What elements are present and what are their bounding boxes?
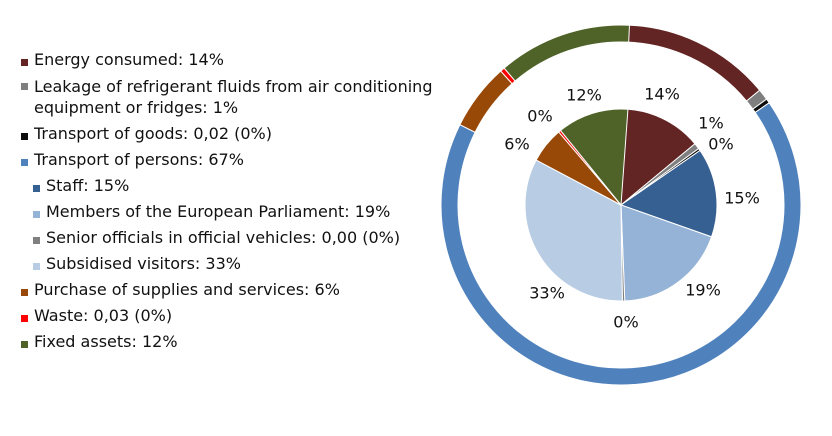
slice-labels: 14% 1% 0% 15% 19% 0% 33% 6% 0% 12% [504,85,759,332]
legend-label: Subsidised visitors: 33% [46,254,241,273]
legend-swatch [21,59,28,66]
value-label-members-of-the-european-parliament: 19% [685,281,721,300]
inner-slice-members-of-the-european-parliament [620,204,713,302]
legend-swatch [33,211,40,218]
value-label-waste: 0% [527,107,552,126]
outer-ring [440,24,802,386]
outer-slice-purchase-of-supplies-and-services [459,70,513,133]
inner-slice-subsidised-visitors [524,159,623,302]
value-label-subsidised-visitors: 33% [529,284,565,303]
value-label-energy-consumed: 14% [644,85,680,104]
value-label-senior-officials-in-official-vehicles: 0% [613,313,638,332]
legend-label: Fixed assets: 12% [34,332,178,351]
legend-item-purchase: Purchase of supplies and services: 6% [20,277,450,303]
legend-item-staff: Staff: 15% [32,173,450,199]
value-label-staff: 15% [724,189,760,208]
legend-item-refrigerant: Leakage of refrigerant fluids from air c… [20,73,450,121]
legend-label: Transport of goods: 0,02 (0%) [34,124,272,143]
legend-label: Members of the European Parliament: 19% [46,202,391,221]
legend-swatch [33,263,40,270]
legend-label: Waste: 0,03 (0%) [34,306,173,325]
legend-item-fixed-assets: Fixed assets: 12% [20,329,450,355]
value-label-purchase-of-supplies-and-services: 6% [504,135,529,154]
legend-item-visitors: Subsidised visitors: 33% [32,251,450,277]
legend-item-senior-officials: Senior officials in official vehicles: 0… [32,225,450,251]
legend-swatch [21,159,28,166]
value-label-fixed-assets: 12% [566,86,602,105]
legend-label: Senior officials in official vehicles: 0… [46,228,401,247]
chart-legend: Energy consumed: 14% Leakage of refriger… [20,47,450,355]
legend-item-waste: Waste: 0,03 (0%) [20,303,450,329]
legend-swatch [21,289,28,296]
legend-swatch [21,133,28,140]
legend-item-meps: Members of the European Parliament: 19% [32,199,450,225]
legend-swatch [21,341,28,348]
legend-swatch [21,83,28,90]
legend-label: Purchase of supplies and services: 6% [34,280,340,299]
legend-label: Energy consumed: 14% [34,50,224,69]
legend-swatch [33,237,40,244]
outer-slice-energy-consumed [620,24,761,102]
inner-slice-fixed-assets [559,108,629,207]
inner-slice-staff [619,149,718,238]
legend-label: Transport of persons: 67% [34,150,244,169]
legend-swatch [33,185,40,192]
legend-item-transport-persons: Transport of persons: 67% [20,147,450,173]
value-label-transport-of-goods: 0% [708,135,733,154]
legend-label: Staff: 15% [46,176,130,195]
legend-item-energy: Energy consumed: 14% [20,47,450,73]
outer-slice-fixed-assets [503,24,631,82]
value-label-leakage-of-refrigerant-fluids-from-air-conditioning-equipment-or-fridges: 1% [698,114,723,133]
legend-item-transport-goods: Transport of goods: 0,02 (0%) [20,121,450,147]
legend-swatch [21,315,28,322]
inner-pie [524,108,718,302]
legend-label: Leakage of refrigerant fluids from air c… [34,77,433,117]
